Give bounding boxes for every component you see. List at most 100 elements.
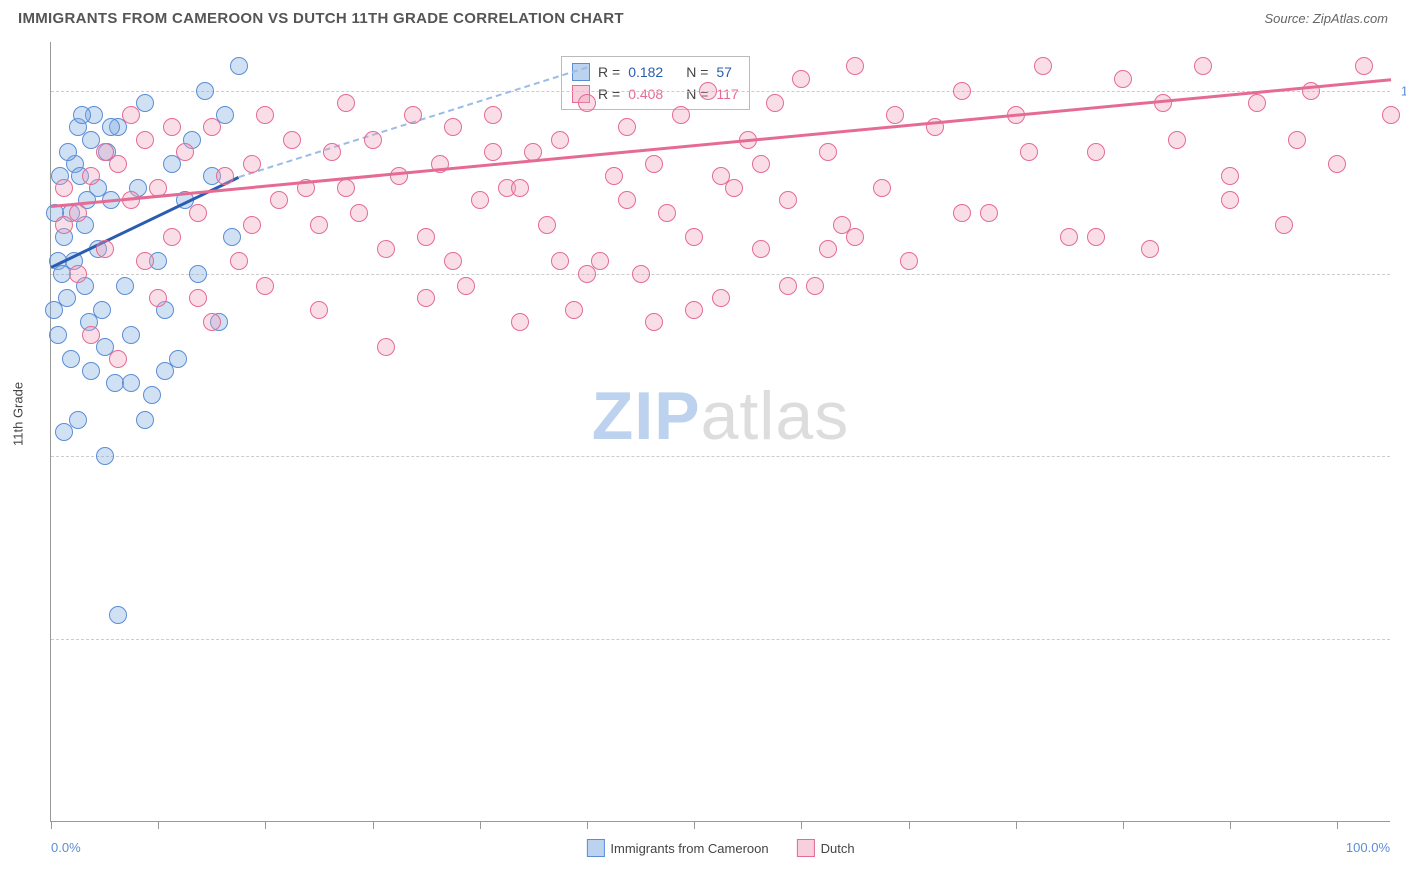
stats-legend-row: R = 0.182 N = 57 xyxy=(572,61,739,83)
data-point xyxy=(323,143,341,161)
data-point xyxy=(1288,131,1306,149)
data-point xyxy=(819,143,837,161)
gridline xyxy=(51,456,1390,457)
data-point xyxy=(122,326,140,344)
data-point xyxy=(270,191,288,209)
data-point xyxy=(163,228,181,246)
series-legend-label: Immigrants from Cameroon xyxy=(610,841,768,856)
data-point xyxy=(565,301,583,319)
data-point xyxy=(149,289,167,307)
data-point xyxy=(337,179,355,197)
data-point xyxy=(69,265,87,283)
x-tick xyxy=(801,821,802,829)
legend-n-label: N = xyxy=(686,64,708,80)
chart-plot-area: ZIPatlas R =0.182N =57R =0.408N =117 0.0… xyxy=(50,42,1390,822)
gridline xyxy=(51,91,1390,92)
data-point xyxy=(337,94,355,112)
chart-title: IMMIGRANTS FROM CAMEROON VS DUTCH 11TH G… xyxy=(18,10,624,27)
data-point xyxy=(1060,228,1078,246)
data-point xyxy=(712,289,730,307)
legend-n-value: 117 xyxy=(716,86,738,102)
data-point xyxy=(283,131,301,149)
data-point xyxy=(578,265,596,283)
data-point xyxy=(156,362,174,380)
data-point xyxy=(243,155,261,173)
data-point xyxy=(685,301,703,319)
data-point xyxy=(1168,131,1186,149)
data-point xyxy=(390,167,408,185)
data-point xyxy=(685,228,703,246)
legend-n-value: 57 xyxy=(716,64,732,80)
data-point xyxy=(1221,167,1239,185)
data-point xyxy=(846,57,864,75)
chart-header: IMMIGRANTS FROM CAMEROON VS DUTCH 11TH G… xyxy=(0,0,1406,33)
data-point xyxy=(310,301,328,319)
data-point xyxy=(1328,155,1346,173)
data-point xyxy=(1355,57,1373,75)
data-point xyxy=(109,350,127,368)
data-point xyxy=(93,301,111,319)
legend-r-value: 0.408 xyxy=(628,86,678,102)
data-point xyxy=(203,118,221,136)
y-axis-title: 11th Grade xyxy=(11,382,26,446)
chart-source: Source: ZipAtlas.com xyxy=(1264,11,1388,26)
data-point xyxy=(45,301,63,319)
data-point xyxy=(457,277,475,295)
data-point xyxy=(69,411,87,429)
x-tick xyxy=(51,821,52,829)
legend-r-value: 0.182 xyxy=(628,64,678,80)
data-point xyxy=(779,191,797,209)
data-point xyxy=(196,82,214,100)
data-point xyxy=(551,252,569,270)
data-point xyxy=(953,82,971,100)
data-point xyxy=(82,326,100,344)
data-point xyxy=(1034,57,1052,75)
data-point xyxy=(136,411,154,429)
data-point xyxy=(484,143,502,161)
data-point xyxy=(1194,57,1212,75)
x-tick xyxy=(1016,821,1017,829)
data-point xyxy=(632,265,650,283)
data-point xyxy=(645,155,663,173)
gridline xyxy=(51,274,1390,275)
data-point xyxy=(216,167,234,185)
data-point xyxy=(538,216,556,234)
data-point xyxy=(578,94,596,112)
legend-swatch xyxy=(586,839,604,857)
y-tick-label: 100.0% xyxy=(1401,83,1406,98)
data-point xyxy=(377,338,395,356)
data-point xyxy=(699,82,717,100)
series-legend-label: Dutch xyxy=(821,841,855,856)
data-point xyxy=(189,204,207,222)
x-tick xyxy=(1123,821,1124,829)
data-point xyxy=(109,155,127,173)
data-point xyxy=(223,228,241,246)
data-point xyxy=(873,179,891,197)
data-point xyxy=(82,167,100,185)
data-point xyxy=(618,118,636,136)
data-point xyxy=(1221,191,1239,209)
data-point xyxy=(230,252,248,270)
legend-r-label: R = xyxy=(598,86,620,102)
data-point xyxy=(203,313,221,331)
data-point xyxy=(672,106,690,124)
data-point xyxy=(243,216,261,234)
data-point xyxy=(163,118,181,136)
data-point xyxy=(1248,94,1266,112)
data-point xyxy=(350,204,368,222)
data-point xyxy=(96,447,114,465)
data-point xyxy=(122,106,140,124)
data-point xyxy=(82,362,100,380)
data-point xyxy=(618,191,636,209)
data-point xyxy=(310,216,328,234)
x-axis-min-label: 0.0% xyxy=(51,840,81,855)
series-legend: Immigrants from Cameroon Dutch xyxy=(586,839,854,857)
data-point xyxy=(230,57,248,75)
data-point xyxy=(444,118,462,136)
x-tick xyxy=(1337,821,1338,829)
legend-r-label: R = xyxy=(598,64,620,80)
data-point xyxy=(136,131,154,149)
data-point xyxy=(55,179,73,197)
data-point xyxy=(109,606,127,624)
x-tick xyxy=(587,821,588,829)
